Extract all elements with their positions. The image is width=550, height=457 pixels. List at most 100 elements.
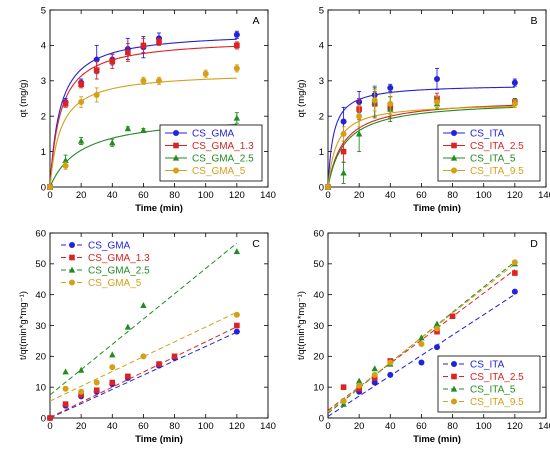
panel-c-series-2-point [47, 415, 53, 421]
panel-b-legend-marker [451, 130, 457, 136]
panel-c-series-4-point [233, 311, 240, 318]
panel-b-plot-frame [327, 9, 547, 188]
panel-a-series-2-point [156, 39, 162, 45]
panel-c-series-4-fit-line [50, 311, 238, 402]
panel-c-legend-entry: CS_GMA_1.3 [88, 253, 150, 264]
panel-d-series-1-point [371, 379, 378, 386]
panel-c-series-4-point [93, 379, 100, 386]
panel-d-x-tick-label: 80 [447, 421, 458, 432]
panel-d-panel-letter: D [530, 238, 538, 250]
panel-c-y-tick-label: 60 [35, 228, 46, 239]
panel-d-series-4-point [356, 382, 363, 389]
panel-b: 0 20 40 60 80 100 120 140 0 1 2 3 4 5 Time (min) qt (mg… [296, 5, 550, 214]
panel-d-y-tick-label: 30 [313, 321, 324, 332]
panel-b-series-1-point [387, 84, 394, 91]
panel-d-x-tick-label: 100 [476, 421, 492, 432]
panel-c-series-2-point [109, 379, 116, 386]
panel-b-series-4-point [325, 184, 331, 190]
panel-c-x-tick-label: 60 [138, 421, 149, 432]
panel-d-y-tick-label: 40 [313, 290, 324, 301]
panel-a-series-3-point [140, 126, 147, 133]
panel-a-legend-entry: CS_GMA_5 [192, 166, 246, 177]
panel-d-x-axis-label: Time (min) [413, 434, 461, 445]
panel-a-series-2-point [234, 42, 240, 49]
panel-c-series-3-point [140, 302, 147, 309]
panel-c-series-4-point [140, 353, 147, 360]
panel-d-series-3-point [371, 365, 378, 372]
panel-d-series-4-point [387, 359, 394, 366]
panel-a-series-4-point [156, 77, 162, 84]
panel-a-series-2-point [78, 81, 84, 88]
panel-a-series-3-point [124, 125, 132, 132]
panel-a-x-tick-label: 120 [229, 190, 245, 201]
panel-b-y-tick-label: 0 [319, 182, 324, 193]
panel-a-y-tick-label: 3 [41, 76, 46, 87]
panel-a-series-2-point [62, 101, 69, 107]
panel-c-y-tick-label: 30 [35, 321, 46, 332]
panel-d-y-tick-label: 60 [313, 228, 324, 239]
panel-a-series-3-point [109, 139, 116, 146]
panel-c-series-2-point [93, 387, 100, 394]
panel-d-series-1-point [434, 344, 440, 351]
panel-a-x-tick-label: 140 [260, 190, 276, 201]
panel-a-x-tick-label: 80 [169, 190, 180, 201]
panel-d-series-1-point [418, 359, 425, 366]
panel-b-series-2-point [340, 148, 347, 155]
panel-c-series-4-point [78, 388, 85, 395]
panel-c-x-tick-label: 0 [47, 421, 52, 432]
panel-c-series-3-point [124, 323, 132, 330]
panel-d-y-axis-label: t/qt(min*g*mg⁻¹) [296, 291, 307, 360]
panel-d-series-4-point [340, 398, 347, 405]
panel-c-series-2-point [78, 392, 84, 398]
panel-d-series-4-point [434, 325, 440, 332]
panel-b-series-1-point [434, 76, 440, 83]
panel-c-series-3-point [62, 368, 69, 375]
panel-a-x-tick-label: 60 [138, 190, 149, 201]
panel-b-x-tick-label: 80 [447, 190, 458, 201]
panel-b-series-4-point [371, 97, 378, 104]
panel-c-y-tick-label: 50 [35, 259, 46, 270]
panel-c-x-tick-label: 140 [260, 421, 276, 432]
panel-b-series-1-point [511, 79, 518, 86]
panel-d: 0 20 40 60 80 100 120 140 0 10 20 30 40 50 60 Time (min… [296, 228, 550, 445]
panel-a-series-2-point [93, 67, 100, 73]
panel-b-x-axis-label: Time (min) [413, 203, 461, 214]
panel-b-y-tick-label: 4 [319, 41, 324, 52]
panel-a-y-tick-label: 5 [41, 5, 46, 16]
panel-b-x-tick-label: 100 [476, 190, 492, 201]
panel-a-series-1-point [233, 31, 240, 38]
panel-b-series-4-point [340, 130, 347, 137]
panel-b-series-3-point [340, 169, 347, 176]
panel-c-series-2-point [171, 353, 178, 360]
panel-c-series-1-point [233, 328, 240, 335]
panel-d-series-2-point [512, 270, 518, 276]
panel-b-y-tick-label: 1 [319, 147, 324, 158]
panel-c-y-tick-label: 0 [41, 413, 46, 424]
panel-c-y-axis-label: t/qt(min*g*mg⁻¹) [18, 291, 29, 360]
panel-b-y-tick-label: 5 [319, 5, 324, 16]
panel-d-series-2-point [340, 384, 347, 390]
panel-c-y-tick-label: 10 [35, 382, 46, 393]
panel-a-x-tick-label: 20 [76, 190, 87, 201]
panel-b-x-tick-label: 40 [385, 190, 396, 201]
panel-c-series-3-point [109, 351, 116, 358]
panel-a-series-2-point [125, 49, 131, 56]
panel-a-series-2-point [140, 42, 147, 49]
panel-d-series-1-fit-line [328, 293, 516, 417]
panel-c-series-2-point [234, 322, 240, 329]
panel-d-series-3-point [418, 334, 425, 341]
panel-a-series-2-point [109, 58, 116, 65]
panel-c-x-tick-label: 100 [198, 421, 214, 432]
panel-c-series-2-point [125, 373, 131, 380]
panel-a-series-3-point [233, 114, 241, 121]
panel-d-series-2-point [449, 313, 456, 320]
panel-a-y-tick-label: 4 [41, 41, 46, 52]
panel-a-y-tick-label: 0 [41, 182, 46, 193]
panel-b-y-axis-label: qt (mg/g) [296, 79, 307, 117]
panel-b-series-4-point [356, 113, 363, 120]
panel-c-legend-marker [69, 279, 75, 286]
